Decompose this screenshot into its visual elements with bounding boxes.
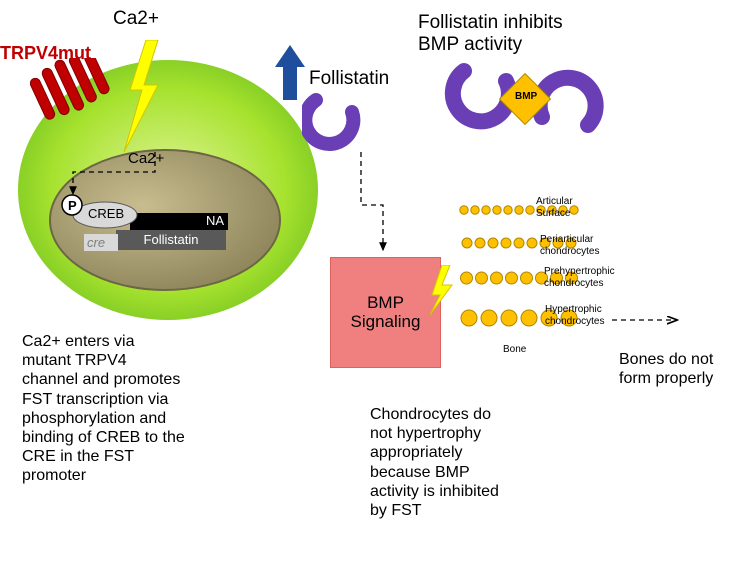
fst-to-bmp-arrow bbox=[353, 150, 393, 260]
trpv4mut-label: TRPV4mut bbox=[0, 43, 91, 64]
follistatin-label: Follistatin bbox=[309, 68, 389, 90]
follistatin-box: Follistatin bbox=[116, 230, 226, 250]
blue-up-arrow-icon bbox=[275, 45, 305, 100]
bone-label: Bone bbox=[503, 344, 526, 356]
diagram-stage: Ca2+ TRPV4mut Ca2+ NA Follistatin cre CR… bbox=[0, 0, 749, 583]
to-bones-arrow bbox=[610, 305, 690, 345]
ca2-top-label: Ca2+ bbox=[113, 8, 159, 30]
hyper-label: Hypertrophic chondrocytes bbox=[545, 304, 604, 327]
bmp-signaling-text: BMP Signaling bbox=[351, 294, 421, 331]
bmp-small-label: BMP bbox=[515, 91, 537, 102]
lightning-icon bbox=[118, 40, 168, 155]
inner-arrows bbox=[55, 150, 185, 210]
prehyper-label: Prehypertrophic chondrocytes bbox=[544, 266, 615, 289]
articular-label: Articular Surface bbox=[536, 196, 573, 219]
periarticular-label: Periarticular chondrocytes bbox=[540, 234, 599, 257]
cre-box: cre bbox=[84, 234, 118, 251]
na-box: NA bbox=[130, 213, 228, 230]
mid-paragraph: Chondrocytes do not hypertrophy appropri… bbox=[370, 405, 535, 520]
right-paragraph: Bones do not form properly bbox=[619, 350, 744, 388]
fst-arc-left-icon bbox=[302, 92, 362, 152]
left-paragraph: Ca2+ enters via mutant TRPV4 channel and… bbox=[22, 332, 217, 486]
fst-inhibits-label: Follistatin inhibits BMP activity bbox=[418, 12, 563, 56]
bmp-signaling-box: BMP Signaling bbox=[330, 257, 441, 368]
na-text: NA bbox=[206, 213, 224, 228]
fst-bmp-complex-icon bbox=[440, 55, 610, 155]
